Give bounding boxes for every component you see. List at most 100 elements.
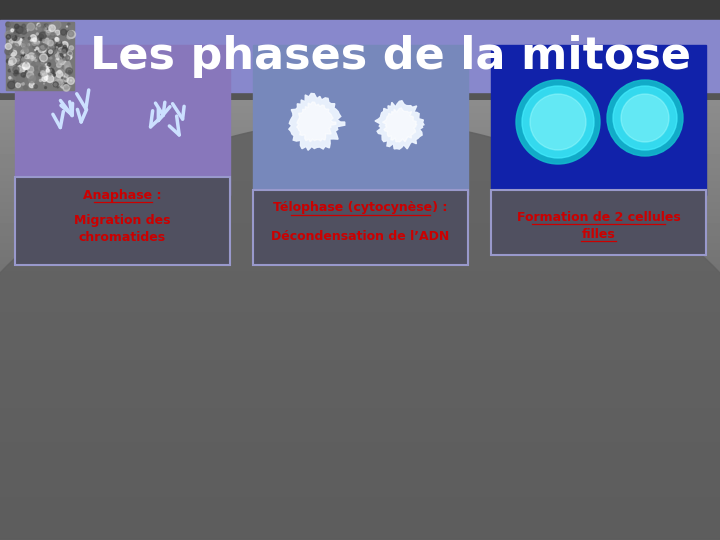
Circle shape: [9, 38, 14, 43]
Circle shape: [38, 47, 44, 53]
Circle shape: [55, 54, 60, 58]
Circle shape: [64, 64, 71, 71]
Circle shape: [54, 66, 62, 74]
Circle shape: [43, 66, 44, 68]
Polygon shape: [0, 120, 720, 540]
Circle shape: [48, 50, 53, 55]
Circle shape: [37, 43, 39, 44]
Circle shape: [5, 48, 12, 55]
Circle shape: [57, 63, 61, 68]
Text: Les phases de la mitose: Les phases de la mitose: [89, 35, 690, 78]
Circle shape: [20, 63, 24, 68]
Circle shape: [23, 59, 30, 67]
Text: Décondensation de l’ADN: Décondensation de l’ADN: [271, 230, 449, 242]
Bar: [0, 20, 720, 92]
Circle shape: [27, 66, 34, 72]
Circle shape: [64, 78, 66, 79]
Circle shape: [62, 50, 66, 53]
Circle shape: [69, 52, 71, 55]
Circle shape: [64, 48, 66, 51]
Circle shape: [7, 36, 9, 37]
Text: Formation de 2 cellules: Formation de 2 cellules: [517, 211, 680, 224]
Circle shape: [57, 52, 61, 57]
Circle shape: [32, 41, 37, 45]
Circle shape: [13, 44, 17, 48]
Circle shape: [48, 25, 50, 28]
Circle shape: [16, 58, 19, 62]
Circle shape: [66, 66, 68, 69]
Circle shape: [58, 82, 61, 85]
Circle shape: [18, 39, 22, 43]
Circle shape: [15, 64, 18, 68]
Circle shape: [58, 57, 66, 65]
Circle shape: [68, 55, 72, 59]
Circle shape: [42, 24, 50, 32]
Circle shape: [63, 57, 67, 60]
Circle shape: [12, 40, 16, 45]
Circle shape: [40, 67, 46, 73]
Circle shape: [65, 62, 71, 68]
Circle shape: [31, 84, 34, 86]
Circle shape: [39, 55, 46, 62]
Circle shape: [18, 55, 25, 63]
Circle shape: [10, 37, 11, 38]
Circle shape: [14, 24, 19, 29]
Circle shape: [63, 85, 70, 91]
Circle shape: [19, 64, 22, 67]
Circle shape: [55, 75, 62, 82]
Circle shape: [66, 34, 68, 37]
Circle shape: [530, 94, 586, 150]
Bar: [491, 45, 706, 195]
Circle shape: [55, 37, 58, 40]
Circle shape: [22, 24, 25, 28]
Circle shape: [56, 41, 62, 47]
Circle shape: [21, 51, 23, 53]
Circle shape: [30, 60, 32, 62]
Circle shape: [24, 86, 27, 90]
Circle shape: [49, 73, 52, 76]
Circle shape: [30, 76, 35, 81]
Circle shape: [30, 82, 33, 84]
Circle shape: [60, 53, 68, 60]
Circle shape: [23, 76, 24, 77]
Circle shape: [49, 25, 55, 31]
Circle shape: [9, 57, 17, 64]
Circle shape: [64, 77, 68, 82]
Circle shape: [27, 39, 33, 46]
Circle shape: [27, 23, 35, 30]
Circle shape: [68, 70, 71, 73]
Circle shape: [36, 52, 39, 55]
Circle shape: [44, 24, 49, 30]
Circle shape: [30, 35, 36, 41]
Circle shape: [55, 55, 58, 57]
Circle shape: [60, 53, 62, 56]
Circle shape: [48, 68, 54, 75]
Circle shape: [522, 86, 594, 158]
Text: Migration des
chromatides: Migration des chromatides: [74, 214, 171, 244]
Circle shape: [58, 78, 63, 83]
Circle shape: [30, 39, 33, 42]
Circle shape: [9, 77, 11, 79]
Circle shape: [49, 53, 51, 55]
Circle shape: [40, 44, 46, 50]
Circle shape: [22, 53, 28, 59]
Circle shape: [22, 50, 23, 52]
Circle shape: [34, 41, 37, 44]
Circle shape: [58, 53, 63, 59]
Circle shape: [25, 62, 27, 63]
Circle shape: [28, 62, 35, 69]
Circle shape: [17, 65, 24, 71]
Circle shape: [13, 45, 16, 48]
Circle shape: [19, 66, 25, 72]
Circle shape: [41, 71, 46, 76]
Circle shape: [49, 33, 55, 38]
Circle shape: [36, 47, 38, 50]
Circle shape: [68, 44, 70, 45]
Circle shape: [35, 40, 39, 44]
Polygon shape: [382, 108, 417, 142]
Circle shape: [63, 83, 69, 89]
Circle shape: [68, 50, 71, 53]
Circle shape: [59, 75, 65, 80]
Circle shape: [58, 56, 61, 59]
Circle shape: [68, 51, 73, 56]
